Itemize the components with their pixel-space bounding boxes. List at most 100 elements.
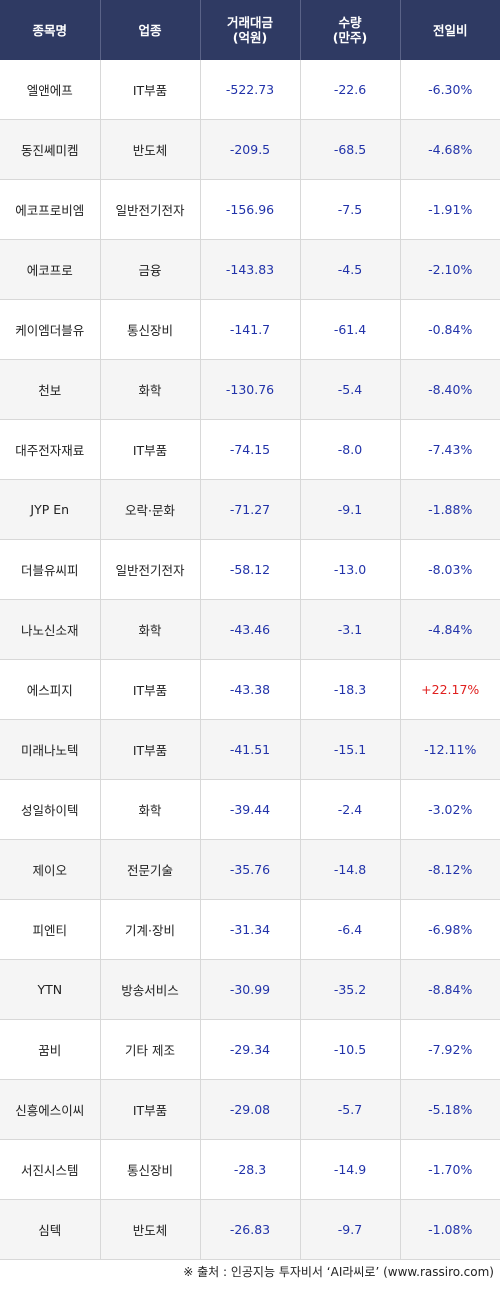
amount-cell: -71.27 xyxy=(200,479,301,540)
table-row: 대주전자재료 IT부품 -74.15 -8.0 -7.43% xyxy=(0,419,500,480)
sector-cell: 기계·장비 xyxy=(100,899,201,960)
stock-name-cell: 천보 xyxy=(0,359,101,420)
change-cell: -6.98% xyxy=(400,899,500,960)
table-row: 에코프로 금융 -143.83 -4.5 -2.10% xyxy=(0,239,500,300)
sector-cell: 화학 xyxy=(100,359,201,420)
amount-cell: -31.34 xyxy=(200,899,301,960)
table-header: 종목명 업종 거래대금 (억원) 수량 (만주) 전일비 xyxy=(0,0,500,60)
header-sector: 업종 xyxy=(100,0,201,60)
header-sector-label: 업종 xyxy=(138,22,162,38)
table-row: YTN 방송서비스 -30.99 -35.2 -8.84% xyxy=(0,959,500,1020)
sector-cell: IT부품 xyxy=(100,659,201,720)
stock-name-cell: 신흥에스이씨 xyxy=(0,1079,101,1140)
amount-cell: -43.46 xyxy=(200,599,301,660)
header-volume-label: 수량 xyxy=(338,15,362,30)
table-row: 나노신소재 화학 -43.46 -3.1 -4.84% xyxy=(0,599,500,660)
volume-cell: -10.5 xyxy=(300,1019,401,1080)
amount-cell: -39.44 xyxy=(200,779,301,840)
sector-cell: 화학 xyxy=(100,779,201,840)
change-cell: -4.84% xyxy=(400,599,500,660)
sector-cell: IT부품 xyxy=(100,1079,201,1140)
change-cell: -1.08% xyxy=(400,1199,500,1260)
sector-cell: IT부품 xyxy=(100,719,201,780)
table-row: 꿈비 기타 제조 -29.34 -10.5 -7.92% xyxy=(0,1019,500,1080)
sector-cell: 화학 xyxy=(100,599,201,660)
sector-cell: 기타 제조 xyxy=(100,1019,201,1080)
amount-cell: -156.96 xyxy=(200,179,301,240)
volume-cell: -9.1 xyxy=(300,479,401,540)
change-cell: -0.84% xyxy=(400,299,500,360)
change-cell: -8.03% xyxy=(400,539,500,600)
amount-cell: -29.08 xyxy=(200,1079,301,1140)
sector-cell: IT부품 xyxy=(100,419,201,480)
change-cell: -1.91% xyxy=(400,179,500,240)
table-row: 심텍 반도체 -26.83 -9.7 -1.08% xyxy=(0,1199,500,1260)
volume-cell: -14.8 xyxy=(300,839,401,900)
header-volume-unit: (만주) xyxy=(332,30,368,45)
change-cell: -1.88% xyxy=(400,479,500,540)
amount-cell: -29.34 xyxy=(200,1019,301,1080)
volume-cell: -8.0 xyxy=(300,419,401,480)
volume-cell: -9.7 xyxy=(300,1199,401,1260)
table-body: 엘앤에프 IT부품 -522.73 -22.6 -6.30% 동진쎄미켐 반도체 -209.5… xyxy=(0,60,500,1260)
change-cell: -8.40% xyxy=(400,359,500,420)
volume-cell: -15.1 xyxy=(300,719,401,780)
sector-cell: 방송서비스 xyxy=(100,959,201,1020)
volume-cell: -14.9 xyxy=(300,1139,401,1200)
change-cell: -7.43% xyxy=(400,419,500,480)
volume-cell: -18.3 xyxy=(300,659,401,720)
header-name-label: 종목명 xyxy=(32,22,67,38)
volume-cell: -2.4 xyxy=(300,779,401,840)
amount-cell: -58.12 xyxy=(200,539,301,600)
sector-cell: 전문기술 xyxy=(100,839,201,900)
header-amount: 거래대금 (억원) xyxy=(200,0,301,60)
sector-cell: 반도체 xyxy=(100,119,201,180)
change-cell: -2.10% xyxy=(400,239,500,300)
change-cell: -7.92% xyxy=(400,1019,500,1080)
stock-name-cell: 꿈비 xyxy=(0,1019,101,1080)
table-row: 미래나노텍 IT부품 -41.51 -15.1 -12.11% xyxy=(0,719,500,780)
source-note: ※ 출처 : 인공지능 투자비서 ‘AI라씨로’ (www.rassiro.co… xyxy=(183,1265,494,1279)
change-cell: +22.17% xyxy=(400,659,500,720)
volume-cell: -5.7 xyxy=(300,1079,401,1140)
volume-cell: -7.5 xyxy=(300,179,401,240)
sector-cell: 일반전기전자 xyxy=(100,539,201,600)
table-row: 피엔티 기계·장비 -31.34 -6.4 -6.98% xyxy=(0,899,500,960)
amount-cell: -141.7 xyxy=(200,299,301,360)
stock-name-cell: 에스피지 xyxy=(0,659,101,720)
amount-cell: -43.38 xyxy=(200,659,301,720)
sector-cell: 오락·문화 xyxy=(100,479,201,540)
sector-cell: 금융 xyxy=(100,239,201,300)
stock-name-cell: 케이엠더블유 xyxy=(0,299,101,360)
header-name: 종목명 xyxy=(0,0,101,60)
amount-cell: -35.76 xyxy=(200,839,301,900)
amount-cell: -41.51 xyxy=(200,719,301,780)
table-row: 신흥에스이씨 IT부품 -29.08 -5.7 -5.18% xyxy=(0,1079,500,1140)
stock-name-cell: 제이오 xyxy=(0,839,101,900)
change-cell: -8.84% xyxy=(400,959,500,1020)
amount-cell: -26.83 xyxy=(200,1199,301,1260)
table-row: 케이엠더블유 통신장비 -141.7 -61.4 -0.84% xyxy=(0,299,500,360)
sector-cell: 일반전기전자 xyxy=(100,179,201,240)
volume-cell: -68.5 xyxy=(300,119,401,180)
stock-name-cell: 성일하이텍 xyxy=(0,779,101,840)
stock-name-cell: YTN xyxy=(0,959,101,1020)
amount-cell: -130.76 xyxy=(200,359,301,420)
volume-cell: -35.2 xyxy=(300,959,401,1020)
volume-cell: -6.4 xyxy=(300,899,401,960)
table-row: 동진쎄미켐 반도체 -209.5 -68.5 -4.68% xyxy=(0,119,500,180)
header-change-label: 전일비 xyxy=(432,22,468,38)
table-row: 에스피지 IT부품 -43.38 -18.3 +22.17% xyxy=(0,659,500,720)
table-row: 천보 화학 -130.76 -5.4 -8.40% xyxy=(0,359,500,420)
volume-cell: -22.6 xyxy=(300,60,401,120)
change-cell: -12.11% xyxy=(400,719,500,780)
change-cell: -6.30% xyxy=(400,60,500,120)
change-cell: -1.70% xyxy=(400,1139,500,1200)
header-amount-label: 거래대금 xyxy=(226,15,273,30)
table-row: JYP En 오락·문화 -71.27 -9.1 -1.88% xyxy=(0,479,500,540)
stock-name-cell: 심텍 xyxy=(0,1199,101,1260)
stock-name-cell: 동진쎄미켐 xyxy=(0,119,101,180)
table-row: 엘앤에프 IT부품 -522.73 -22.6 -6.30% xyxy=(0,60,500,120)
stock-name-cell: 대주전자재료 xyxy=(0,419,101,480)
